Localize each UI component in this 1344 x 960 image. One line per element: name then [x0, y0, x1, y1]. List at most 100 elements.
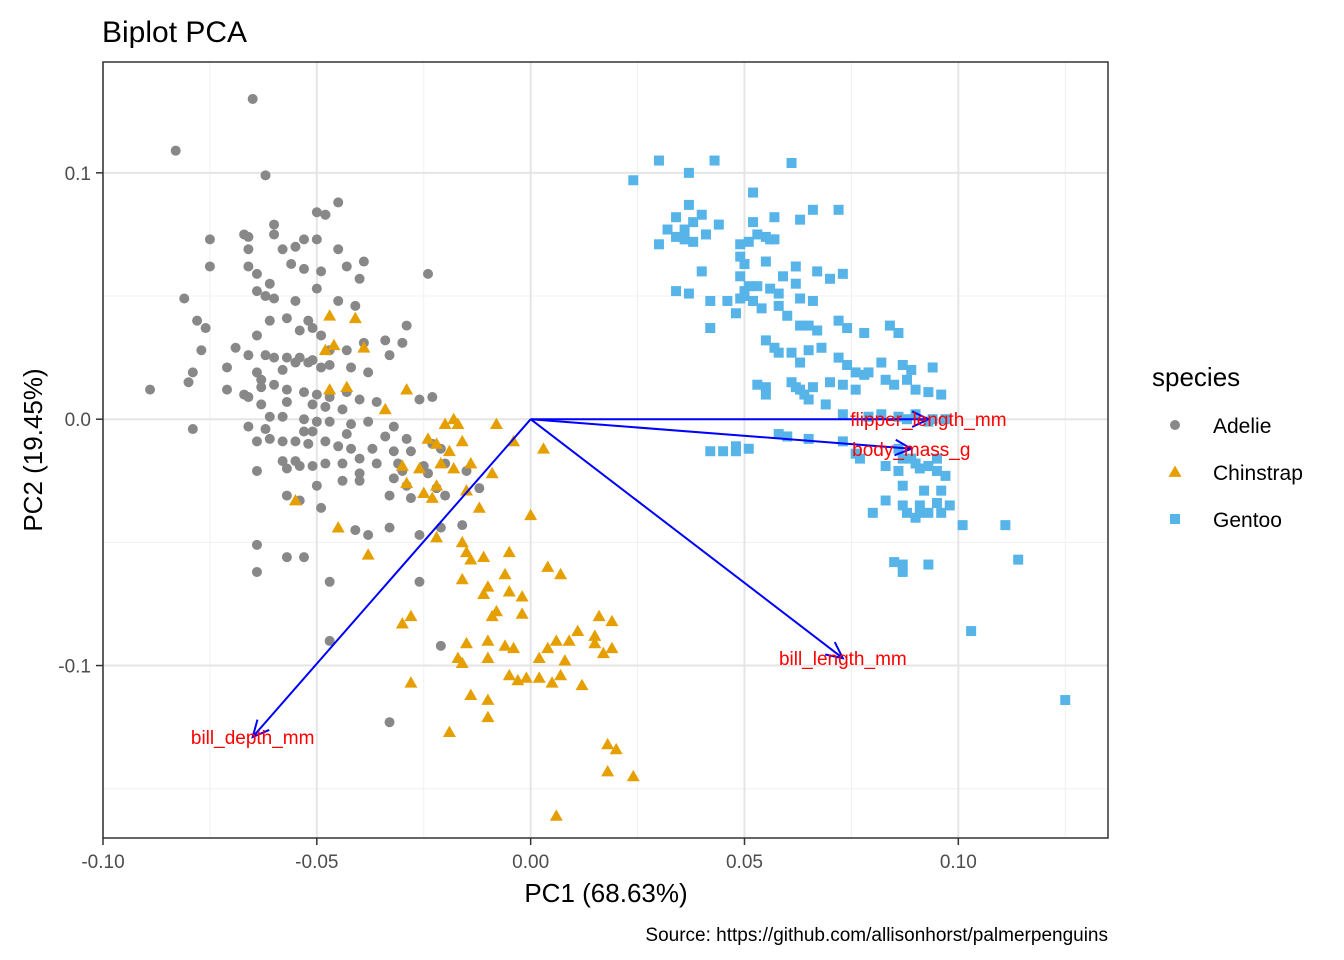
point-gentoo	[803, 394, 814, 405]
point-gentoo	[803, 433, 814, 444]
point-gentoo	[867, 507, 878, 518]
point-gentoo	[936, 507, 947, 518]
point-gentoo	[957, 520, 968, 531]
point-adelie	[264, 278, 275, 289]
point-gentoo	[927, 362, 938, 373]
point-chinstrap	[455, 434, 469, 447]
point-gentoo	[790, 261, 801, 272]
point-adelie	[337, 475, 348, 486]
point-adelie	[354, 468, 365, 479]
point-adelie	[200, 323, 211, 334]
point-gentoo	[923, 416, 934, 427]
point-adelie	[183, 377, 194, 388]
legend-title: species	[1152, 362, 1240, 392]
point-adelie	[222, 384, 233, 395]
legend-item-chinstrap: Chinstrap	[1168, 462, 1303, 485]
point-adelie	[341, 261, 352, 272]
point-chinstrap	[502, 668, 516, 681]
point-gentoo	[769, 212, 780, 223]
point-adelie	[440, 490, 451, 501]
point-adelie	[264, 315, 275, 326]
point-gentoo	[748, 295, 759, 306]
point-chinstrap	[460, 636, 474, 649]
point-adelie	[260, 170, 271, 181]
point-gentoo	[893, 327, 904, 338]
x-tick-label: 0.10	[940, 852, 977, 873]
point-adelie	[290, 295, 301, 306]
point-chinstrap	[626, 769, 640, 782]
point-gentoo	[786, 347, 797, 358]
point-adelie	[341, 345, 352, 356]
point-gentoo	[919, 485, 930, 496]
point-gentoo	[859, 327, 870, 338]
point-adelie	[414, 576, 425, 587]
point-adelie	[311, 207, 322, 218]
point-adelie	[461, 465, 472, 476]
point-chinstrap	[288, 494, 302, 506]
point-adelie	[299, 387, 309, 398]
point-adelie	[251, 367, 262, 378]
point-chinstrap	[477, 550, 491, 563]
point-adelie	[427, 392, 438, 403]
legend-label-gentoo: Gentoo	[1213, 509, 1282, 532]
point-chinstrap	[588, 636, 602, 649]
point-adelie	[251, 268, 262, 279]
point-adelie	[299, 263, 309, 274]
y-tick-label: 0.0	[65, 410, 91, 431]
point-gentoo	[876, 357, 887, 368]
point-chinstrap	[601, 737, 615, 750]
point-gentoo	[897, 566, 908, 577]
plot-area: flipper_length_mm body_mass_g bill_length_…	[58, 61, 1109, 873]
plot-border	[102, 61, 1109, 839]
point-chinstrap	[438, 417, 452, 430]
loading-label-flipper-length-mm: flipper_length_mm	[850, 410, 1006, 431]
point-adelie	[196, 345, 207, 356]
point-adelie	[457, 520, 468, 531]
legend-key-gentoo	[1170, 514, 1180, 524]
point-gentoo	[880, 495, 891, 506]
point-adelie	[269, 219, 280, 230]
loading-arrow-bill-length-mm	[530, 418, 845, 660]
point-chinstrap	[536, 442, 550, 454]
point-chinstrap	[481, 580, 495, 592]
point-adelie	[354, 475, 365, 486]
point-gentoo	[923, 461, 934, 472]
point-gentoo	[696, 209, 707, 220]
point-adelie	[303, 315, 314, 326]
point-chinstrap	[502, 585, 516, 597]
point-adelie	[311, 416, 322, 427]
point-gentoo	[795, 293, 806, 304]
loading-arrow-bill-depth-mm	[251, 418, 532, 739]
point-gentoo	[902, 374, 912, 385]
point-chinstrap	[417, 486, 431, 498]
point-chinstrap	[400, 383, 414, 395]
point-gentoo	[812, 266, 823, 277]
point-adelie	[307, 399, 318, 410]
point-chinstrap	[571, 624, 585, 636]
point-adelie	[401, 320, 412, 331]
point-adelie	[251, 465, 262, 476]
point-gentoo	[837, 409, 848, 420]
point-adelie	[380, 335, 391, 346]
point-adelie	[358, 256, 369, 267]
point-adelie	[187, 367, 198, 378]
point-adelie	[281, 396, 292, 407]
point-adelie	[187, 424, 198, 435]
point-gentoo	[777, 271, 788, 282]
point-gentoo	[752, 229, 763, 240]
point-adelie	[333, 197, 344, 208]
point-adelie	[435, 640, 446, 651]
point-adelie	[299, 234, 309, 245]
point-adelie	[350, 300, 361, 311]
point-gentoo	[931, 497, 942, 508]
point-chinstrap	[575, 678, 589, 691]
x-tick-label: 0.05	[726, 852, 763, 873]
point-gentoo	[837, 379, 848, 390]
point-chinstrap	[541, 641, 555, 654]
point-chinstrap	[515, 607, 529, 619]
point-gentoo	[773, 288, 784, 299]
point-adelie	[346, 419, 357, 430]
point-gentoo	[833, 352, 844, 363]
point-chinstrap	[596, 646, 610, 659]
point-gentoo	[910, 384, 921, 395]
